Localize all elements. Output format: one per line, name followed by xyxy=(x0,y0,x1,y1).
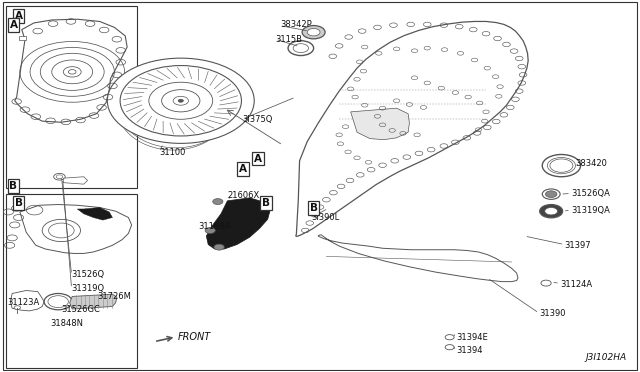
Text: 31319Q: 31319Q xyxy=(72,284,105,293)
Text: A: A xyxy=(254,154,262,164)
Polygon shape xyxy=(15,19,127,122)
Text: 21606X: 21606X xyxy=(227,191,260,200)
Circle shape xyxy=(120,65,241,136)
FancyBboxPatch shape xyxy=(19,36,26,40)
Polygon shape xyxy=(318,235,518,282)
Circle shape xyxy=(545,191,557,198)
FancyBboxPatch shape xyxy=(6,194,137,368)
Circle shape xyxy=(205,228,215,234)
Circle shape xyxy=(149,82,212,119)
Text: J3I102HA: J3I102HA xyxy=(586,353,627,362)
Text: 38342P: 38342P xyxy=(280,20,312,29)
Text: 31526Q: 31526Q xyxy=(72,270,105,279)
Text: 31848N: 31848N xyxy=(51,319,83,328)
Text: 383420: 383420 xyxy=(575,159,607,168)
FancyBboxPatch shape xyxy=(3,2,637,370)
Polygon shape xyxy=(70,294,117,309)
Text: 31526GC: 31526GC xyxy=(61,305,100,314)
Circle shape xyxy=(545,208,557,215)
Text: 31526QA: 31526QA xyxy=(571,189,610,198)
Text: B: B xyxy=(262,198,269,208)
Circle shape xyxy=(108,58,254,143)
Text: A: A xyxy=(15,11,22,21)
Circle shape xyxy=(302,26,325,39)
Text: 31390: 31390 xyxy=(539,310,566,318)
Text: 31394: 31394 xyxy=(456,346,483,355)
Text: B: B xyxy=(10,181,17,191)
Polygon shape xyxy=(77,208,113,220)
Text: FRONT: FRONT xyxy=(178,332,211,342)
Polygon shape xyxy=(10,291,44,311)
Text: 31394E: 31394E xyxy=(456,333,488,343)
Text: 3l375Q: 3l375Q xyxy=(242,115,273,124)
Text: B: B xyxy=(310,203,317,213)
Circle shape xyxy=(540,205,563,218)
Text: A: A xyxy=(10,20,17,30)
Circle shape xyxy=(214,244,224,250)
Text: 31397: 31397 xyxy=(564,241,591,250)
Circle shape xyxy=(307,29,320,36)
Text: 31319QA: 31319QA xyxy=(571,206,610,215)
Polygon shape xyxy=(63,177,88,184)
Text: 3l390L: 3l390L xyxy=(312,213,340,222)
Polygon shape xyxy=(296,22,528,236)
Text: 31188A: 31188A xyxy=(198,222,231,231)
Text: 31100: 31100 xyxy=(159,148,186,157)
Text: 3115B: 3115B xyxy=(275,35,302,44)
Text: 31124A: 31124A xyxy=(560,280,592,289)
Circle shape xyxy=(212,199,223,205)
Polygon shape xyxy=(206,198,270,249)
Circle shape xyxy=(550,159,573,172)
Circle shape xyxy=(14,306,20,310)
Circle shape xyxy=(541,280,551,286)
FancyBboxPatch shape xyxy=(6,6,137,188)
Text: B: B xyxy=(15,198,22,208)
Text: A: A xyxy=(239,164,248,174)
Circle shape xyxy=(178,99,183,102)
Polygon shape xyxy=(351,108,410,140)
Text: 31726M: 31726M xyxy=(98,292,132,301)
Text: 31123A: 31123A xyxy=(7,298,39,307)
Polygon shape xyxy=(20,205,132,253)
